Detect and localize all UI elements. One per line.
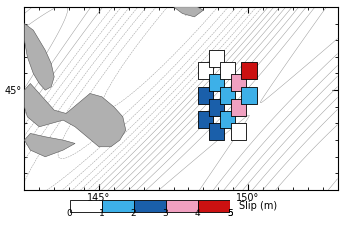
Bar xyxy=(198,200,230,212)
Bar xyxy=(166,200,198,212)
Polygon shape xyxy=(24,24,54,90)
Text: 5: 5 xyxy=(227,209,232,218)
Bar xyxy=(134,200,166,212)
Text: Slip (m): Slip (m) xyxy=(239,202,277,211)
Bar xyxy=(70,200,102,212)
Polygon shape xyxy=(24,84,126,147)
Polygon shape xyxy=(174,7,203,17)
Polygon shape xyxy=(24,134,75,157)
Text: 1: 1 xyxy=(99,209,104,218)
Bar xyxy=(102,200,134,212)
Text: 4: 4 xyxy=(195,209,200,218)
Text: 3: 3 xyxy=(163,209,168,218)
Text: 0: 0 xyxy=(67,209,72,218)
Text: 2: 2 xyxy=(131,209,136,218)
Text: 5: 5 xyxy=(227,209,232,218)
